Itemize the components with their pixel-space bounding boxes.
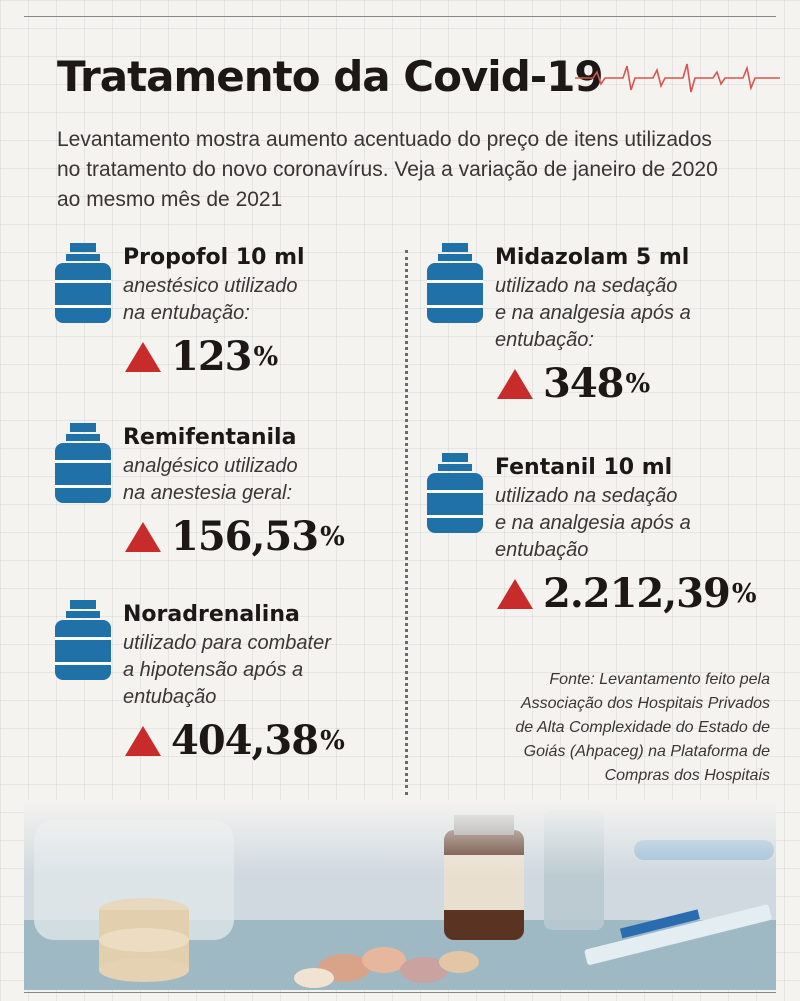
percent-sign: % [320,522,345,552]
top-rule [24,16,776,17]
item-description: anestésico utilizado na entubação: [123,275,298,324]
item-name: Fentanil 10 ml [495,455,673,480]
red-up-triangle-icon [125,726,161,756]
percent-value: 123 [171,333,252,380]
price-change: 404,38 % [125,719,413,763]
medicine-bottle-icon [427,453,483,533]
item-name: Noradrenalina [123,602,300,627]
percent-sign: % [320,726,345,756]
item-name: Propofol 10 ml [123,245,305,270]
red-up-triangle-icon [497,369,533,399]
price-change: 156,53 % [125,515,413,559]
percent-value: 348 [543,360,624,407]
percent-sign: % [253,342,279,372]
percent-sign: % [731,579,757,609]
red-up-triangle-icon [125,342,161,372]
item-name: Remifentanila [123,425,297,450]
price-change: 348 % [497,362,785,406]
percent-sign: % [625,369,651,399]
item-description: utilizado para combater a hipotensão apó… [123,632,331,708]
percent-value: 2.212,39 [543,570,731,617]
source-note: Fonte: Levantamento feito pela Associaçã… [515,671,770,784]
heartbeat-line-icon [575,63,780,93]
price-change: 123 % [125,335,413,379]
price-change: 2.212,39 % [497,572,785,616]
medicines-photo [24,800,776,990]
medicine-bottle-icon [55,600,111,680]
item-description: utilizado na sedação e na analgesia após… [495,485,691,561]
percent-value: 404,38 [171,717,319,764]
red-up-triangle-icon [125,522,161,552]
medicine-bottle-icon [55,243,111,323]
photo-fade [24,800,776,990]
bottom-rule [24,992,776,993]
page-title: Tratamento da Covid-19 [57,52,604,101]
medicine-bottle-icon [427,243,483,323]
intro-text: Levantamento mostra aumento acentuado do… [57,128,718,211]
red-up-triangle-icon [497,579,533,609]
percent-value: 156,53 [171,513,319,560]
column-divider [405,250,408,795]
item-description: analgésico utilizado na anestesia geral: [123,455,298,504]
item-name: Midazolam 5 ml [495,245,690,270]
item-description: utilizado na sedação e na analgesia após… [495,275,691,351]
medicine-bottle-icon [55,423,111,503]
